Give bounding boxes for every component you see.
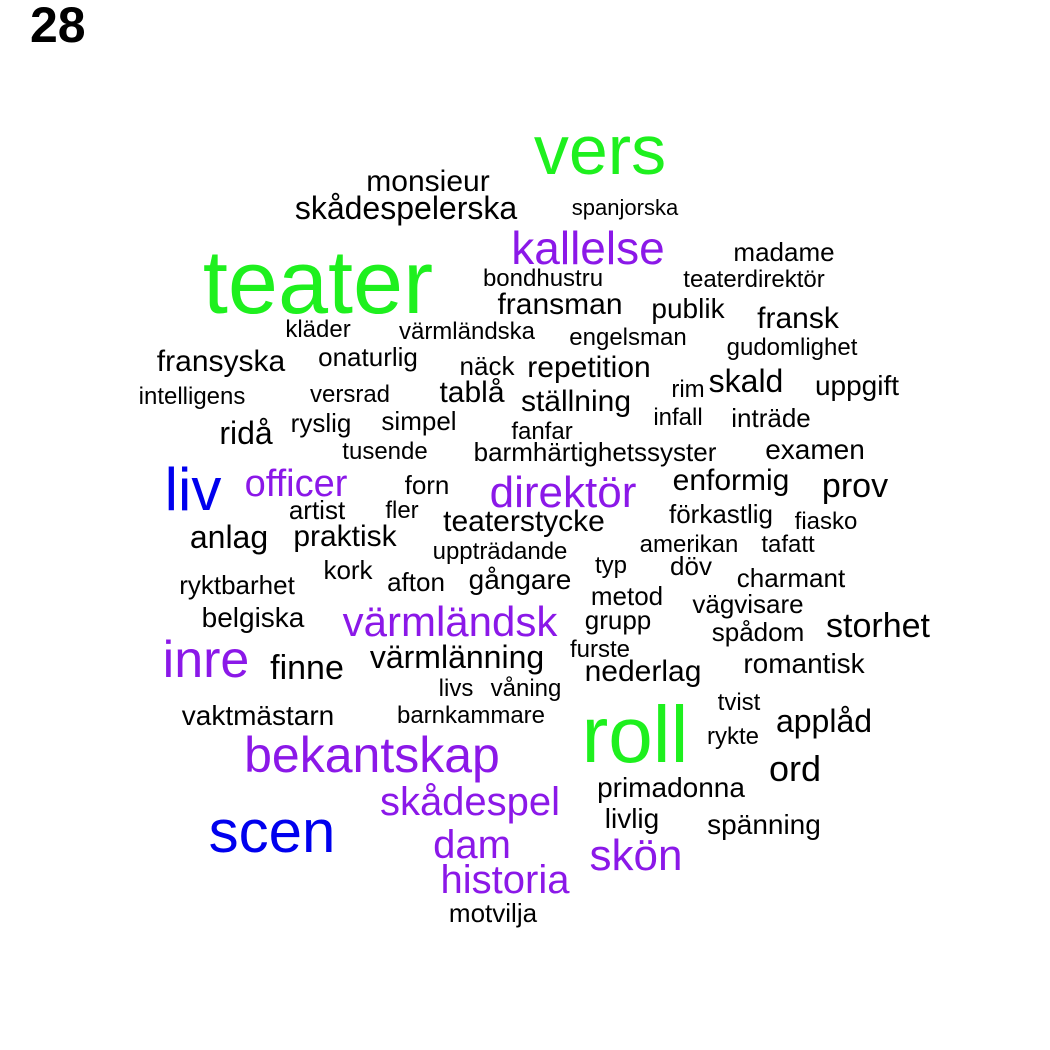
word-varmlanning: värmlänning — [369, 639, 545, 675]
word-typ: typ — [594, 552, 628, 579]
word-storhet: storhet — [826, 607, 930, 645]
word-onaturlig: onaturlig — [318, 342, 418, 372]
word-vaning: våning — [490, 675, 562, 702]
word-kork: kork — [323, 555, 373, 585]
word-examen: examen — [765, 434, 865, 465]
word-repetition: repetition — [527, 351, 651, 384]
word-publik: publik — [651, 293, 725, 324]
word-fransman: fransman — [497, 288, 623, 321]
word-belgiska: belgiska — [201, 602, 305, 633]
word-gudomlighet: gudomlighet — [726, 334, 858, 361]
word-fiasko: fiasko — [794, 508, 858, 535]
word-rim: rim — [671, 376, 705, 403]
word-vaktmastarn: vaktmästarn — [181, 700, 335, 731]
word-enformig: enformig — [672, 464, 790, 497]
word-motvilja: motvilja — [448, 898, 538, 928]
word-spanjorska: spanjorska — [571, 195, 679, 220]
word-kallelse: kallelse — [511, 222, 665, 274]
word-forn: forn — [404, 470, 450, 500]
word-spanning: spänning — [707, 809, 821, 840]
word-fransk: fransk — [757, 302, 839, 335]
word-furste: furste — [569, 636, 631, 663]
word-tusende: tusende — [342, 438, 428, 465]
word-fanfar: fanfar — [511, 418, 573, 445]
word-uppgift: uppgift — [814, 370, 900, 401]
word-barmhartighetssyster: barmhärtighetssyster — [473, 437, 717, 467]
word-ryslig: ryslig — [290, 408, 352, 438]
word-madame: madame — [733, 237, 835, 267]
word-teater: teater — [202, 233, 434, 333]
word-spadom: spådom — [711, 617, 805, 647]
word-artist: artist — [288, 495, 346, 525]
word-applad: applåd — [775, 703, 873, 739]
word-upptradande: uppträdande — [432, 538, 568, 565]
word-skadespel: skådespel — [379, 780, 561, 824]
word-historia: historia — [440, 858, 570, 902]
word-intelligens: intelligens — [138, 383, 246, 410]
word-dov: döv — [670, 551, 712, 581]
word-simpel: simpel — [381, 406, 457, 436]
word-engelsman: engelsman — [569, 324, 687, 351]
word-scen: scen — [208, 798, 336, 865]
word-intrade: inträde — [731, 403, 811, 433]
word-metod: metod — [590, 581, 664, 611]
word-direktor: direktör — [489, 468, 637, 517]
word-primadonna: primadonna — [597, 772, 745, 803]
word-prov: prov — [821, 467, 889, 505]
word-afton: afton — [387, 567, 445, 597]
word-inre: inre — [162, 631, 250, 689]
word-varmlandska: värmländska — [398, 318, 536, 345]
word-nack: näck — [459, 351, 515, 381]
word-anlag: anlag — [189, 519, 269, 555]
word-bondhustru: bondhustru — [482, 265, 604, 292]
word-klader: kläder — [285, 316, 351, 343]
word-livs: livs — [438, 675, 474, 702]
word-livlig: livlig — [604, 803, 660, 834]
word-gangare: gångare — [468, 564, 572, 595]
word-amerikan: amerikan — [639, 531, 739, 558]
word-dam: dam — [433, 823, 511, 867]
word-versrad: versrad — [309, 381, 391, 408]
word-nederlag: nederlag — [584, 655, 702, 688]
word-bekantskap: bekantskap — [244, 727, 500, 783]
word-varmlandsk: värmländsk — [342, 598, 558, 645]
word-skadespelerska: skådespelerska — [294, 190, 518, 226]
word-fler: fler — [385, 497, 419, 524]
word-tabla: tablå — [439, 376, 505, 409]
word-infall: infall — [653, 404, 703, 431]
word-finne: finne — [270, 649, 344, 687]
word-officer: officer — [244, 463, 348, 505]
word-ord: ord — [768, 748, 822, 789]
word-teaterdirektor: teaterdirektör — [683, 266, 825, 293]
word-rykte: rykte — [706, 723, 760, 750]
word-grupp: grupp — [584, 605, 652, 635]
word-romantisk: romantisk — [743, 648, 865, 679]
panel-number: 28 — [30, 0, 86, 53]
word-monsieur: monsieur — [366, 165, 490, 198]
word-fransyska: fransyska — [156, 345, 286, 378]
word-barnkammare: barnkammare — [396, 702, 546, 729]
word-charmant: charmant — [736, 563, 846, 593]
word-liv: liv — [164, 456, 222, 523]
word-tvist: tvist — [717, 689, 761, 716]
word-forkastlig: förkastlig — [668, 499, 774, 529]
word-vers: vers — [533, 111, 667, 189]
word-skald: skald — [708, 363, 784, 399]
word-stallning: ställning — [520, 385, 632, 418]
word-praktisk: praktisk — [293, 520, 397, 553]
word-vagvisare: vägvisare — [692, 589, 804, 619]
word-rida: ridå — [219, 415, 273, 451]
word-ryktbarhet: ryktbarhet — [179, 570, 295, 600]
word-tafatt: tafatt — [761, 531, 815, 558]
word-roll: roll — [581, 690, 689, 779]
word-teaterstycke: teaterstycke — [443, 505, 605, 538]
word-skon: skön — [589, 831, 683, 880]
